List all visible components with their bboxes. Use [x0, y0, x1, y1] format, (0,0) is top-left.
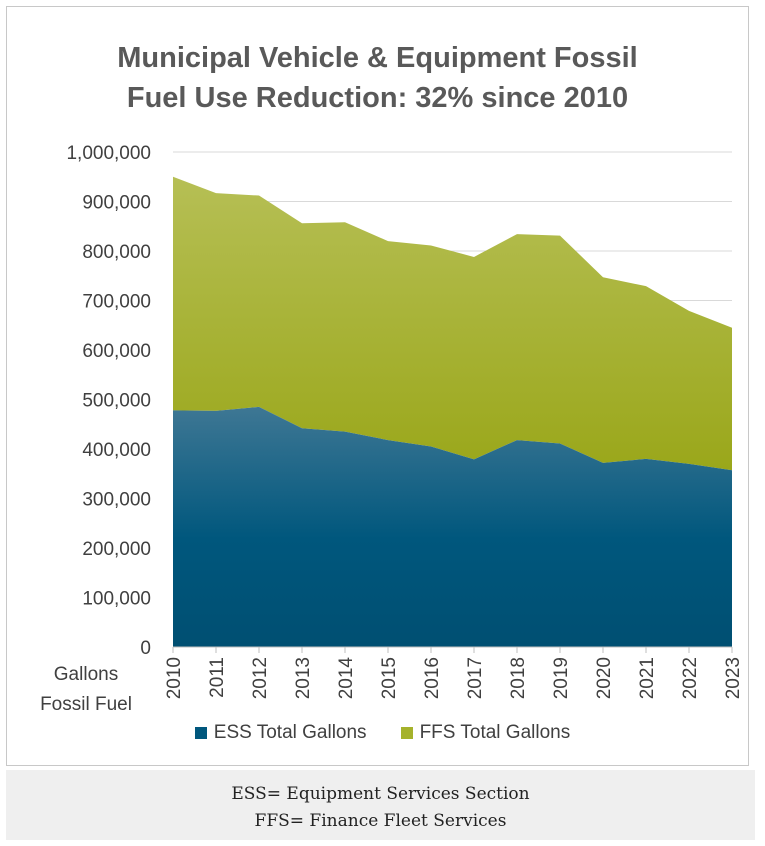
y-tick-label: 700,000 [82, 292, 151, 313]
x-tick-label: 2015 [379, 657, 400, 699]
legend-swatch-ffs [400, 727, 413, 739]
x-tick-label: 2019 [551, 657, 572, 699]
legend-label-ess: ESS Total Gallons [213, 722, 367, 743]
x-tick-label: 2014 [336, 657, 357, 700]
chart-title-line-2: Fuel Use Reduction: 32% since 2010 [126, 82, 629, 114]
x-tick-label: 2013 [293, 657, 314, 699]
x-tick-label: 2022 [680, 657, 701, 699]
x-tick-label: 2021 [637, 657, 658, 699]
area-ess-total-gallons [173, 406, 732, 647]
chart-title: Municipal Vehicle & Equipment Fossil Fue… [6, 38, 749, 118]
x-tick-label: 2011 [207, 657, 228, 698]
chart-title-line-1: Municipal Vehicle & Equipment Fossil [117, 42, 638, 74]
footnote-box: ESS= Equipment Services Section FFS= Fin… [6, 770, 755, 840]
x-tick-label: 2017 [465, 657, 486, 699]
x-tick-label: 2016 [422, 657, 443, 699]
y-tick-label: 400,000 [82, 440, 151, 461]
y-tick-label: 200,000 [82, 539, 151, 560]
chart-legend: ESS Total Gallons FFS Total Gallons [0, 722, 765, 744]
legend-item-ffs: FFS Total Gallons [400, 722, 571, 744]
y-tick-label: 900,000 [82, 193, 151, 214]
y-tick-label: 600,000 [82, 341, 151, 362]
x-tick-label: 2018 [508, 657, 529, 699]
x-tick-label: 2020 [594, 657, 615, 699]
x-axis-title-line-2: Fossil Fuel [40, 694, 132, 715]
x-axis-title-line-1: Gallons [54, 664, 118, 685]
legend-label-ffs: FFS Total Gallons [419, 722, 571, 743]
x-tick-label: 2023 [723, 657, 744, 699]
area-ffs-total-gallons [173, 176, 732, 471]
y-tick-label: 300,000 [82, 490, 151, 511]
y-tick-label: 100,000 [82, 589, 151, 610]
x-tick-label: 2010 [164, 657, 185, 699]
y-tick-label: 800,000 [82, 242, 151, 263]
legend-item-ess: ESS Total Gallons [194, 722, 367, 744]
footnote-ffs: FFS= Finance Fleet Services [254, 811, 507, 831]
legend-swatch-ess [194, 727, 207, 739]
y-tick-label: 500,000 [82, 391, 151, 412]
y-tick-label: 0 [140, 638, 151, 659]
footnote-ess: ESS= Equipment Services Section [231, 784, 530, 804]
y-tick-label: 1,000,000 [66, 143, 151, 164]
x-tick-label: 2012 [250, 657, 271, 699]
